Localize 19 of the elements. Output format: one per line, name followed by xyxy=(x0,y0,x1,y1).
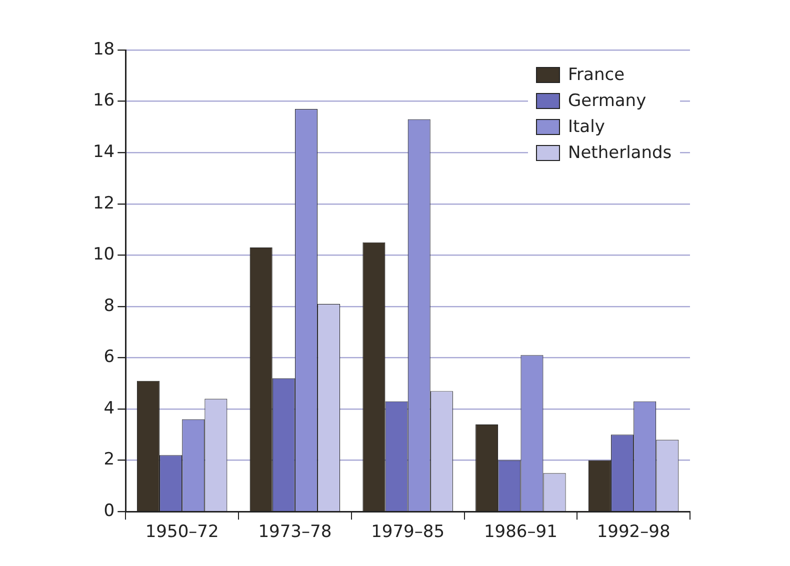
y-tick-label: 18 xyxy=(92,39,115,60)
y-tick-label: 12 xyxy=(92,193,115,214)
y-tick-label: 0 xyxy=(104,501,115,522)
legend-label: Netherlands xyxy=(568,143,672,163)
y-tick-label: 16 xyxy=(92,90,115,111)
x-tick-label: 1950–72 xyxy=(145,522,219,542)
y-tick-label: 4 xyxy=(104,398,115,418)
y-tick-label: 6 xyxy=(104,347,115,368)
x-tick-label: 1986–91 xyxy=(484,522,558,542)
y-tick-label: 8 xyxy=(104,296,115,316)
x-tick-label: 1979–85 xyxy=(371,522,445,542)
legend-label: Germany xyxy=(568,91,646,111)
y-tick-label: 2 xyxy=(104,450,115,470)
x-tick-label: 1973–78 xyxy=(258,522,332,542)
legend-label: France xyxy=(568,65,625,85)
y-tick-label: 14 xyxy=(92,142,115,162)
y-tick-label: 10 xyxy=(92,244,115,265)
x-tick-label: 1992–98 xyxy=(596,522,670,542)
legend-label: Italy xyxy=(568,117,605,137)
